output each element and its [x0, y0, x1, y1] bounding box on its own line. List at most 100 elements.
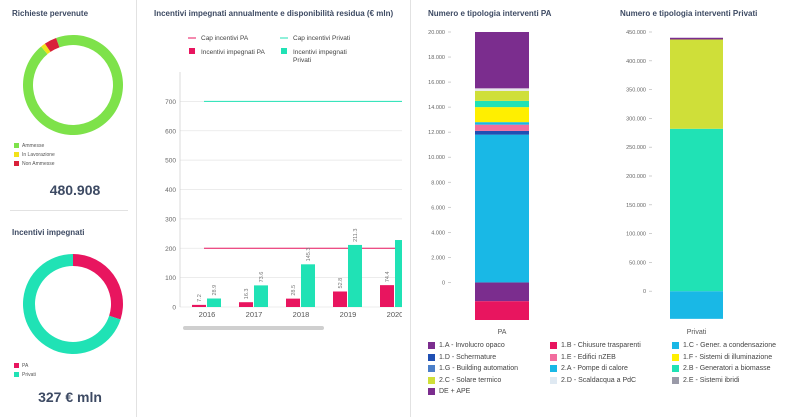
stack-segment-2.a — [670, 291, 723, 319]
y-tick-label: 700 — [165, 99, 176, 106]
legend-item[interactable]: In Lavorazione — [14, 150, 55, 159]
y-tick-label: 6.000 — [431, 205, 445, 211]
incentivi-title: Incentivi impegnati — [12, 228, 85, 237]
bar-privati-2018 — [301, 264, 315, 307]
legend-item[interactable]: PA — [14, 361, 36, 370]
incentivi-donut — [22, 254, 123, 354]
bar-privati-2020 — [395, 240, 402, 307]
legend-label: 2.C - Solare termico — [439, 376, 502, 384]
x-tick-label: 2020 — [387, 310, 402, 319]
donut-slice-ammesse — [22, 35, 123, 135]
legend-item[interactable]: Non Ammesse — [14, 159, 55, 168]
legend-label: 1.C - Gener. a condensazione — [683, 342, 777, 349]
richieste-donut — [22, 35, 123, 135]
y-tick-label: 300 — [165, 216, 176, 223]
stack-segment-1.c — [475, 122, 529, 125]
legend-label: Non Ammesse — [22, 160, 55, 167]
legend-item[interactable]: 2.B - Generatori a biomasse — [672, 365, 771, 372]
stack-segment-1.d — [475, 130, 529, 135]
legend-item[interactable]: 1.B - Chiusure trasparenti — [550, 342, 641, 349]
y-tick-label: 200.000 — [626, 174, 646, 180]
legend-item[interactable]: 2.D - Scaldacqua a PdC — [550, 376, 636, 384]
horizontal-scrollbar[interactable] — [183, 326, 324, 330]
y-tick-label: 16.000 — [428, 80, 445, 86]
left-divider — [10, 210, 128, 211]
legend-item[interactable]: 1.A - Involucro opaco — [428, 342, 505, 349]
donut-slice-in-lavorazione — [41, 43, 51, 55]
y-tick-label: 100 — [165, 275, 176, 282]
bar-chart-title: Incentivi impegnati annualmente e dispon… — [154, 9, 394, 18]
y-tick-label: 50.000 — [629, 260, 646, 266]
interventions-legend: 1.A - Involucro opaco 1.B - Chiusure tras… — [428, 342, 798, 414]
legend-swatch — [672, 365, 679, 372]
legend-label: PA — [22, 362, 29, 369]
legend-item[interactable]: 1.F - Sistemi di illuminazione — [672, 353, 773, 361]
legend-swatch — [14, 161, 19, 166]
legend-label: Cap incentivi PA — [201, 35, 249, 42]
richieste-title: Richieste pervenute — [12, 9, 89, 18]
x-tick-label: 2016 — [199, 310, 216, 319]
privati-chart-title: Numero e tipologia interventi Privati — [620, 9, 758, 18]
legend-item[interactable]: 1.D - Schermature — [428, 353, 497, 361]
stack-segment-2.c — [475, 90, 529, 101]
legend-label: Ammesse — [22, 142, 45, 149]
legend-item[interactable]: 1.G - Building automation — [428, 365, 518, 372]
legend-label: 1.G - Building automation — [439, 365, 518, 372]
stack-segment-2.d — [475, 88, 529, 91]
legend-label: Privati — [293, 57, 311, 64]
legend-item[interactable]: 1.C - Gener. a condensazione — [672, 342, 776, 349]
legend-swatch — [428, 376, 435, 384]
legend-label: 1.F - Sistemi di illuminazione — [683, 353, 773, 361]
privati-interventions-chart: 0 50.000 100.000 150.000 200.000 250.000 300.0… — [626, 30, 723, 336]
legend-item[interactable]: 2.A - Pompe di calore — [550, 365, 628, 372]
incentivi-legend: PA Privati — [14, 361, 36, 379]
bar-data-label: 145.3 — [306, 248, 312, 262]
legend-item[interactable]: DE + APE — [428, 388, 470, 395]
donut-slice-non-ammesse — [44, 37, 60, 52]
legend-swatch — [14, 372, 19, 377]
stack-segment-2.b — [475, 100, 529, 108]
legend-label: 2.E - Sistemi ibridi — [683, 376, 740, 384]
legend-swatch — [428, 353, 435, 361]
richieste-total: 480.908 — [49, 182, 101, 198]
legend-label: 1.A - Involucro opaco — [439, 342, 505, 349]
richieste-legend: Ammesse In Lavorazione Non Ammesse — [14, 141, 55, 168]
legend-item[interactable]: 1.E - Edifici nZEB — [550, 353, 616, 361]
legend-label: Incentivi impegnati PA — [201, 49, 265, 56]
y-tick-label: 500 — [165, 158, 176, 165]
annual-incentives-chart: Cap incentivi PA Cap incentivi Privati Inc… — [165, 35, 402, 330]
stack-segment-1.e — [475, 124, 529, 131]
divider-1 — [136, 0, 137, 417]
legend-swatch — [14, 143, 19, 148]
bar-data-label: 52.8 — [338, 278, 344, 289]
legend-label: 1.D - Schermature — [439, 353, 497, 361]
y-tick-label: 600 — [165, 128, 176, 135]
x-tick-label: 2017 — [246, 310, 263, 319]
legend-item[interactable]: Ammesse — [14, 141, 55, 150]
legend-item[interactable]: 2.C - Solare termico — [428, 376, 502, 384]
y-tick-label: 14.000 — [428, 105, 445, 111]
bar-pa-2018 — [286, 298, 300, 307]
pa-interventions-chart: 0 2.000 4.000 6.000 8.000 10.000 12.000 14.000 1… — [428, 30, 529, 336]
y-tick-label: 400 — [165, 187, 176, 194]
pa-chart-title: Numero e tipologia interventi PA — [428, 9, 552, 18]
bar-data-label: 73.6 — [259, 272, 265, 283]
legend-label: In Lavorazione — [22, 151, 55, 158]
bar-pa-2017 — [239, 302, 253, 307]
y-tick-label: 2.000 — [431, 255, 445, 261]
x-tick-label: 2019 — [340, 310, 357, 319]
y-tick-label: 150.000 — [626, 203, 646, 209]
stack-segment-1.b — [475, 301, 529, 320]
y-tick-label: 4.000 — [431, 230, 445, 236]
legend-item[interactable]: Privati — [14, 370, 36, 379]
y-tick-label: 100.000 — [626, 232, 646, 238]
legend-swatch — [550, 353, 557, 361]
legend-item[interactable]: 2.E - Sistemi ibridi — [672, 376, 740, 384]
bar-pa-2019 — [333, 291, 347, 307]
bar-data-label: 74.4 — [385, 271, 391, 282]
bar-privati-2016 — [207, 298, 221, 307]
legend-swatch — [428, 365, 435, 372]
bar-pa-2016 — [192, 304, 206, 307]
legend-box-swatch — [189, 48, 195, 54]
x-tick-label: 2018 — [293, 310, 310, 319]
